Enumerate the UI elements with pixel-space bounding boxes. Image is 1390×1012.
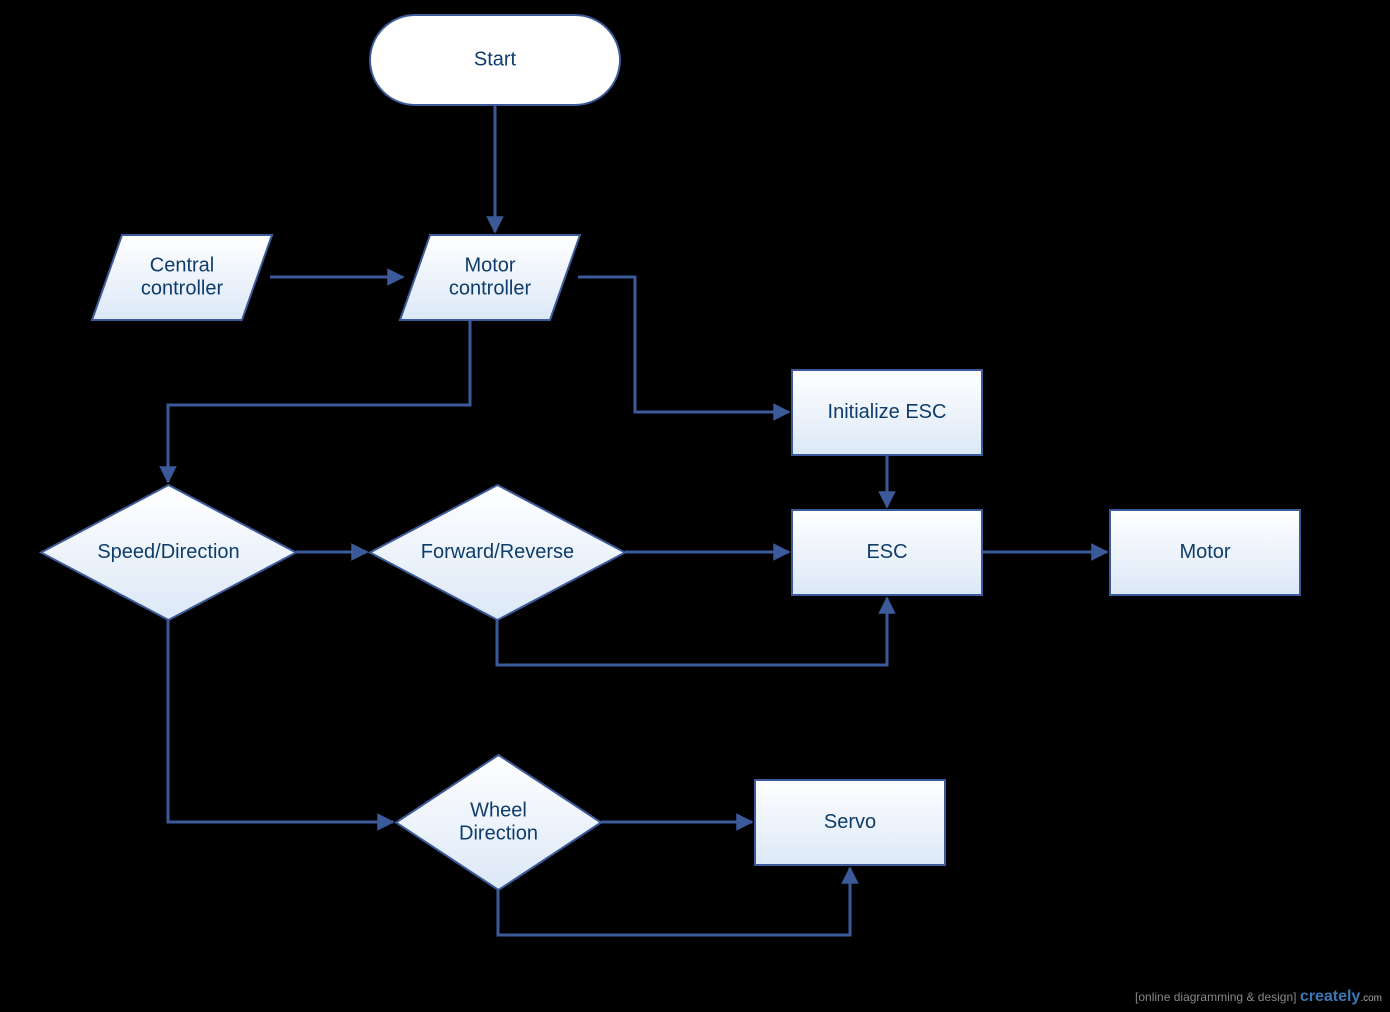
edge xyxy=(498,868,850,935)
node-wheel_dir: WheelDirection xyxy=(396,755,601,890)
svg-text:Forward/Reverse: Forward/Reverse xyxy=(421,541,574,563)
node-speed_dir: Speed/Direction xyxy=(41,485,296,620)
node-esc: ESC xyxy=(792,510,982,595)
svg-text:controller: controller xyxy=(141,277,224,299)
svg-text:controller: controller xyxy=(449,277,532,299)
node-central: Centralcontroller xyxy=(92,235,272,320)
node-motor_ctrl: Motorcontroller xyxy=(400,235,580,320)
svg-text:Direction: Direction xyxy=(459,822,538,844)
edge xyxy=(168,620,393,822)
node-fwd_rev: Forward/Reverse xyxy=(370,485,625,620)
node-servo: Servo xyxy=(755,780,945,865)
watermark-tagline: [online diagramming & design] xyxy=(1135,990,1296,1004)
edge xyxy=(578,277,789,412)
edge xyxy=(497,598,887,665)
flowchart-svg: StartCentralcontrollerMotorcontrollerIni… xyxy=(0,0,1390,1012)
svg-text:Wheel: Wheel xyxy=(470,799,527,821)
watermark-brand: creately xyxy=(1300,988,1361,1005)
svg-text:Motor: Motor xyxy=(1179,541,1230,563)
watermark: [online diagramming & design] creately.c… xyxy=(1135,988,1382,1006)
svg-text:Initialize ESC: Initialize ESC xyxy=(828,401,947,423)
edge xyxy=(168,320,470,482)
node-motor: Motor xyxy=(1110,510,1300,595)
node-start: Start xyxy=(370,15,620,105)
svg-text:Motor: Motor xyxy=(464,254,515,276)
node-init_esc: Initialize ESC xyxy=(792,370,982,455)
svg-text:Start: Start xyxy=(474,48,517,70)
svg-text:ESC: ESC xyxy=(866,541,907,563)
watermark-suffix: .com xyxy=(1360,993,1382,1004)
svg-text:Central: Central xyxy=(150,254,214,276)
flowchart-canvas: { "type": "flowchart", "background_color… xyxy=(0,0,1390,1012)
svg-text:Servo: Servo xyxy=(824,811,876,833)
svg-text:Speed/Direction: Speed/Direction xyxy=(97,541,239,563)
